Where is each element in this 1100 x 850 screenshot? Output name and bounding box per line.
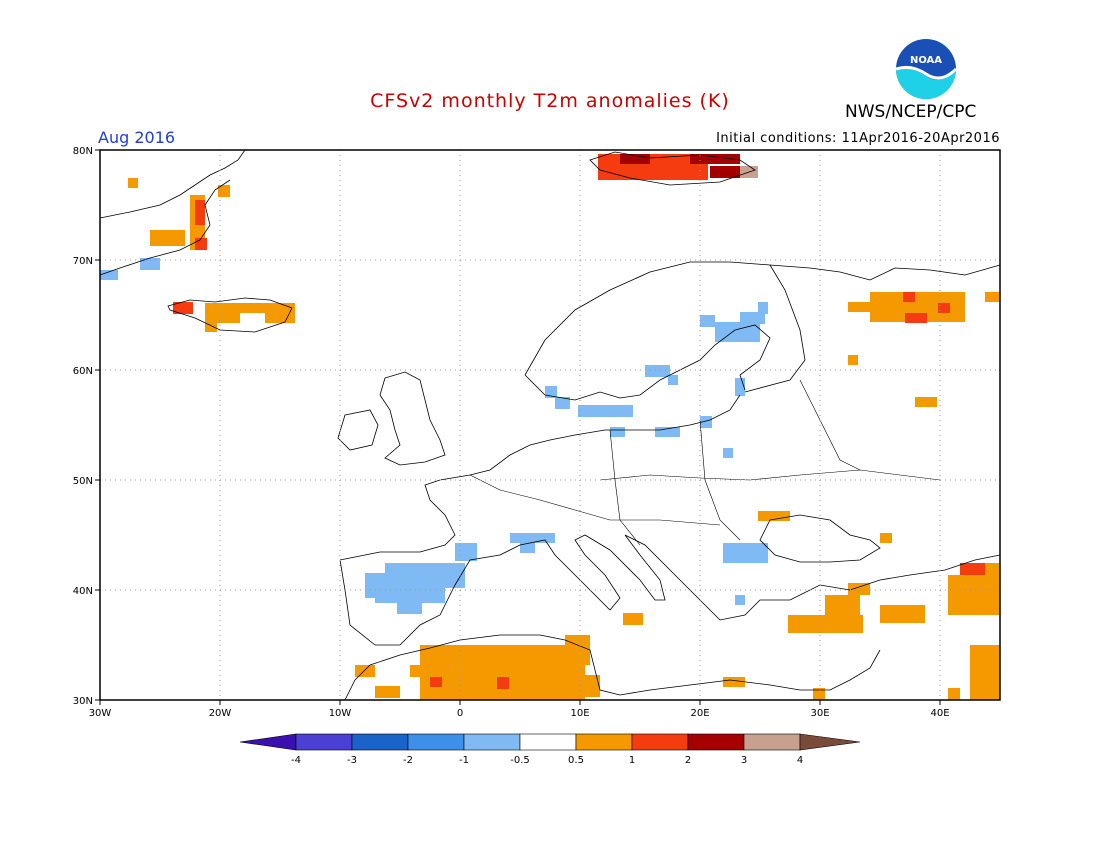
lon-label: 0 <box>457 708 463 719</box>
colorbar-label: -2 <box>403 755 413 766</box>
colorbar-label: 2 <box>685 755 691 766</box>
colorbar-label: -4 <box>291 755 301 766</box>
noaa-logo-icon: NOAA <box>895 39 958 99</box>
initial-conditions: Initial conditions: 11Apr2016-20Apr2016 <box>716 131 1000 146</box>
lon-label: 30W <box>89 708 112 719</box>
colorbar-label: 0.5 <box>568 755 584 766</box>
colorbar-label: 3 <box>741 755 747 766</box>
axis-ticks <box>95 149 941 705</box>
lon-label: 10W <box>329 708 352 719</box>
map-frame <box>99 149 1001 701</box>
lat-label: 50N <box>73 476 93 487</box>
map-title: CFSv2 monthly T2m anomalies (K) <box>370 90 730 112</box>
colorbar <box>239 733 861 751</box>
colorbar-label: -1 <box>459 755 469 766</box>
lat-label: 30N <box>73 696 93 707</box>
lat-label: 40N <box>73 586 93 597</box>
colorbar-label: -0.5 <box>510 755 530 766</box>
lat-label: 60N <box>73 366 93 377</box>
forecast-period: Aug 2016 <box>98 128 176 147</box>
lon-label: 40E <box>930 708 949 719</box>
lon-label: 20E <box>690 708 709 719</box>
lat-label: 70N <box>73 256 93 267</box>
logo-text: NOAA <box>910 55 942 66</box>
lon-label: 30E <box>810 708 829 719</box>
anomaly-cells <box>100 154 1000 700</box>
colorbar-label: 1 <box>629 755 635 766</box>
colorbar-label: 4 <box>797 755 803 766</box>
agency-label: NWS/NCEP/CPC <box>845 102 977 122</box>
colorbar-label: -3 <box>347 755 357 766</box>
coastlines <box>99 149 1001 701</box>
lon-label: 20W <box>209 708 232 719</box>
lat-label: 80N <box>73 146 93 157</box>
gridlines <box>100 150 1000 700</box>
lon-label: 10E <box>570 708 589 719</box>
